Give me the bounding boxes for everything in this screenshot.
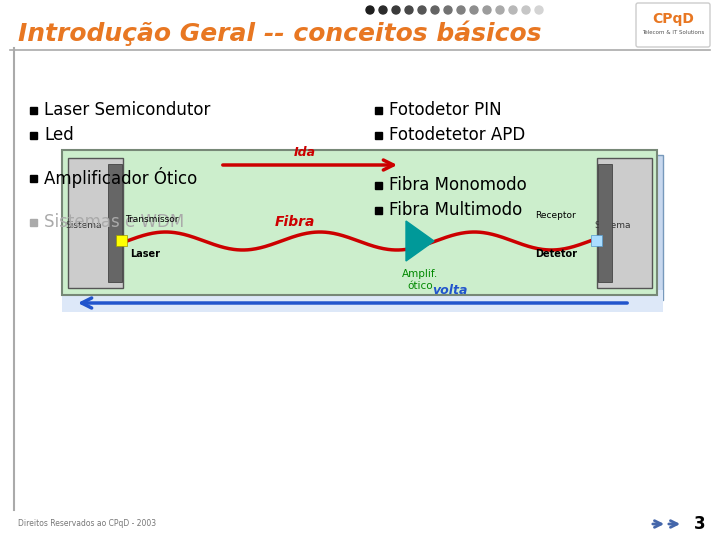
Text: Introdução Geral -- conceitos básicos: Introdução Geral -- conceitos básicos xyxy=(18,20,541,46)
Text: 3: 3 xyxy=(694,515,706,533)
Bar xyxy=(375,207,382,214)
Text: Laser Semicondutor: Laser Semicondutor xyxy=(44,101,210,119)
Text: Transmissor: Transmissor xyxy=(125,215,179,225)
Circle shape xyxy=(366,6,374,14)
Circle shape xyxy=(522,6,530,14)
Text: Telecom & IT Solutions: Telecom & IT Solutions xyxy=(642,30,704,36)
FancyBboxPatch shape xyxy=(598,164,612,282)
Bar xyxy=(375,107,382,114)
Circle shape xyxy=(431,6,439,14)
Bar xyxy=(30,132,37,139)
Bar xyxy=(375,132,382,139)
Text: Laser: Laser xyxy=(130,249,160,259)
Polygon shape xyxy=(406,221,434,261)
FancyBboxPatch shape xyxy=(108,164,122,282)
Circle shape xyxy=(444,6,452,14)
FancyBboxPatch shape xyxy=(591,235,602,246)
Text: Amplif.
ótico: Amplif. ótico xyxy=(402,269,438,291)
FancyBboxPatch shape xyxy=(116,235,127,246)
Bar xyxy=(30,175,37,182)
Text: volta: volta xyxy=(432,284,468,297)
Circle shape xyxy=(483,6,491,14)
Text: Fotodetor PIN: Fotodetor PIN xyxy=(389,101,502,119)
Text: Ida: Ida xyxy=(294,146,316,159)
Text: Fibra Multimodo: Fibra Multimodo xyxy=(389,201,522,219)
Text: Direitos Reservados ao CPqD - 2003: Direitos Reservados ao CPqD - 2003 xyxy=(18,519,156,529)
Circle shape xyxy=(509,6,517,14)
FancyBboxPatch shape xyxy=(597,158,652,288)
Text: Sistema: Sistema xyxy=(595,220,631,230)
Text: Fotodetetor APD: Fotodetetor APD xyxy=(389,126,526,144)
Text: Detetor: Detetor xyxy=(535,249,577,259)
Text: Amplificador Ótico: Amplificador Ótico xyxy=(44,167,197,188)
Bar xyxy=(375,182,382,189)
FancyBboxPatch shape xyxy=(62,150,657,295)
Text: Sistema: Sistema xyxy=(66,220,102,230)
Circle shape xyxy=(496,6,504,14)
FancyBboxPatch shape xyxy=(68,155,663,300)
FancyBboxPatch shape xyxy=(636,3,710,47)
Text: Led: Led xyxy=(44,126,73,144)
Circle shape xyxy=(379,6,387,14)
Circle shape xyxy=(470,6,478,14)
FancyBboxPatch shape xyxy=(62,290,663,312)
Text: Fibra: Fibra xyxy=(275,215,315,229)
Text: Sistemas e WDM: Sistemas e WDM xyxy=(44,213,184,231)
Circle shape xyxy=(405,6,413,14)
Circle shape xyxy=(418,6,426,14)
Circle shape xyxy=(457,6,465,14)
Text: CPqD: CPqD xyxy=(652,12,694,26)
Circle shape xyxy=(392,6,400,14)
FancyBboxPatch shape xyxy=(68,158,123,288)
Text: Receptor: Receptor xyxy=(535,211,576,219)
Circle shape xyxy=(535,6,543,14)
Text: Fibra Monomodo: Fibra Monomodo xyxy=(389,176,527,194)
Bar xyxy=(30,219,37,226)
Bar xyxy=(30,107,37,114)
